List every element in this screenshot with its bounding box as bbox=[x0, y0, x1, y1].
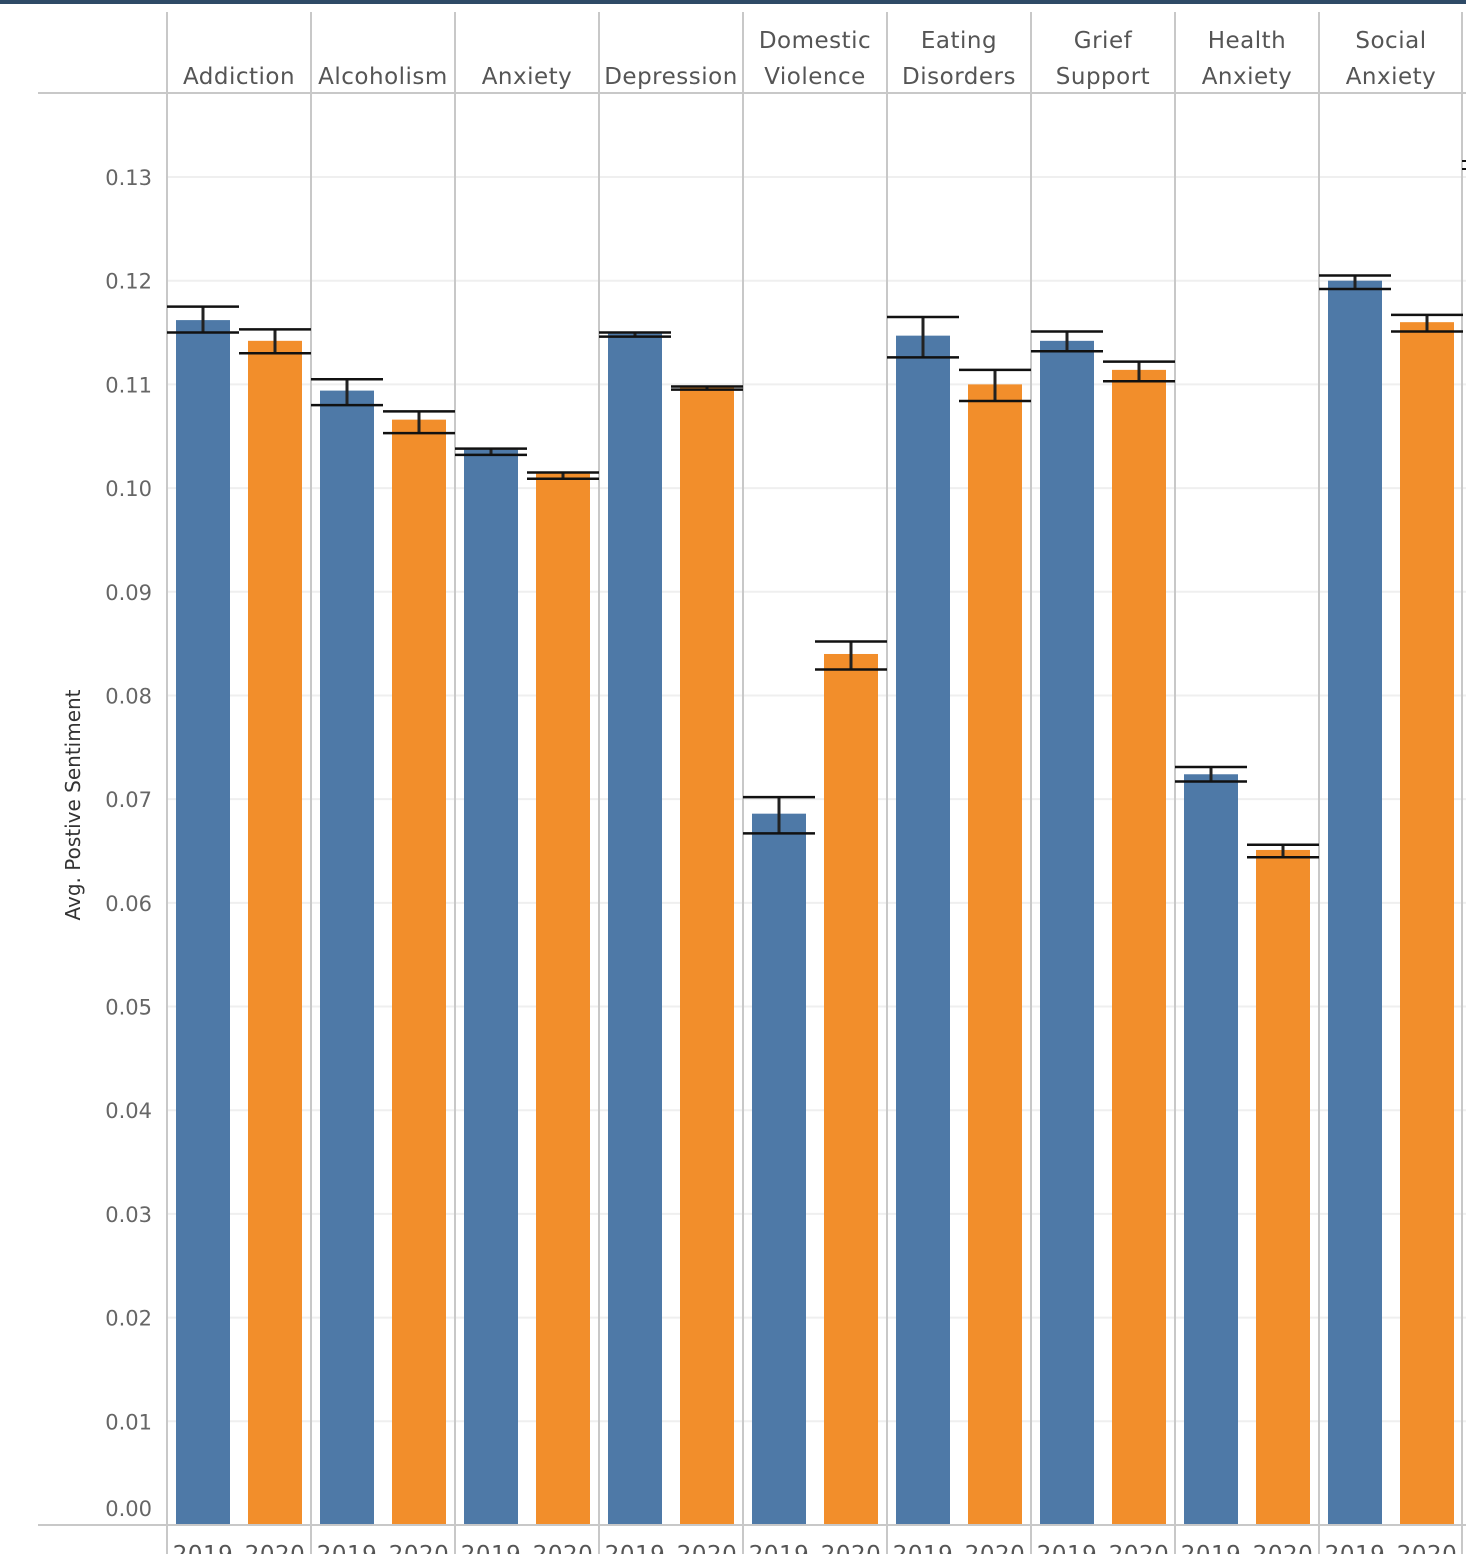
x-tick-label: 2019 bbox=[317, 1542, 378, 1554]
bar-2019 bbox=[1040, 340, 1094, 1524]
x-tick-label: 2020 bbox=[533, 1542, 594, 1554]
x-tick-label: 2020 bbox=[821, 1542, 882, 1554]
x-tick-label: 2020 bbox=[1109, 1542, 1170, 1554]
category-header: Violence bbox=[764, 64, 866, 90]
y-tick-label: 0.06 bbox=[105, 892, 152, 916]
y-axis-label: Avg. Postive Sentiment bbox=[61, 689, 85, 920]
category-header-line1: Grief bbox=[1074, 28, 1133, 54]
bar-2019 bbox=[1328, 280, 1382, 1524]
y-tick-label: 0.12 bbox=[105, 270, 152, 294]
y-tick-label: 0.11 bbox=[105, 373, 152, 397]
y-tick-label: 0.03 bbox=[105, 1203, 152, 1227]
y-tick-label: 0.10 bbox=[105, 477, 152, 501]
x-tick-label: 2020 bbox=[1397, 1542, 1458, 1554]
bar-2020 bbox=[824, 653, 878, 1524]
bar-2020 bbox=[1400, 322, 1454, 1525]
x-tick-label: 2019 bbox=[749, 1542, 810, 1554]
x-tick-label: 2019 bbox=[173, 1542, 234, 1554]
x-tick-label: 2020 bbox=[389, 1542, 450, 1554]
category-header: Anxiety bbox=[482, 64, 573, 90]
x-tick-label: 2019 bbox=[1037, 1542, 1098, 1554]
category-header: Depression bbox=[604, 64, 738, 90]
bar-2020 bbox=[392, 419, 446, 1524]
x-tick-label: 2019 bbox=[893, 1542, 954, 1554]
bar-2019 bbox=[752, 813, 806, 1524]
y-tick-label: 0.01 bbox=[105, 1410, 152, 1434]
bar-2020 bbox=[968, 384, 1022, 1524]
bar-2020 bbox=[680, 387, 734, 1525]
category-header: Addiction bbox=[183, 64, 295, 90]
y-tick-label: 0.04 bbox=[105, 1099, 152, 1123]
y-tick-label: 0.13 bbox=[105, 166, 152, 190]
bar-2019 bbox=[176, 320, 230, 1524]
bar-2019 bbox=[320, 390, 374, 1524]
bar-2019 bbox=[608, 333, 662, 1524]
category-header-line1: Eating bbox=[921, 28, 997, 54]
x-tick-label: 2019 bbox=[1325, 1542, 1386, 1554]
x-tick-label: 2020 bbox=[245, 1542, 306, 1554]
category-header: Disorders bbox=[902, 64, 1016, 90]
top-bar bbox=[0, 0, 1466, 4]
bar-2020 bbox=[536, 473, 590, 1524]
bar-2019 bbox=[464, 449, 518, 1525]
y-tick-label: 0.08 bbox=[105, 684, 152, 708]
bar-2019 bbox=[1184, 774, 1238, 1524]
bar-2020 bbox=[1112, 369, 1166, 1525]
y-tick-label: 0.07 bbox=[105, 788, 152, 812]
category-header: Alcoholism bbox=[318, 64, 448, 90]
y-tick-label: 0.02 bbox=[105, 1307, 152, 1331]
category-header: Anxiety bbox=[1346, 64, 1437, 90]
bar-2019 bbox=[896, 335, 950, 1525]
y-tick-label: 0.09 bbox=[105, 581, 152, 605]
x-tick-label: 2020 bbox=[965, 1542, 1026, 1554]
y-tick-label: 0.00 bbox=[105, 1497, 152, 1521]
category-header: Support bbox=[1056, 64, 1150, 90]
bar-2020 bbox=[248, 340, 302, 1524]
x-tick-label: 2019 bbox=[461, 1542, 522, 1554]
category-header-line1: Domestic bbox=[759, 28, 871, 54]
category-header-line1: Social bbox=[1355, 28, 1426, 54]
bar-2020 bbox=[1256, 849, 1310, 1524]
x-tick-label: 2019 bbox=[1181, 1542, 1242, 1554]
category-header-line1: Health bbox=[1208, 28, 1287, 54]
x-tick-label: 2020 bbox=[677, 1542, 738, 1554]
y-tick-label: 0.05 bbox=[105, 996, 152, 1020]
x-tick-label: 2020 bbox=[1253, 1542, 1314, 1554]
x-tick-label: 2019 bbox=[605, 1542, 666, 1554]
category-header: Anxiety bbox=[1202, 64, 1293, 90]
